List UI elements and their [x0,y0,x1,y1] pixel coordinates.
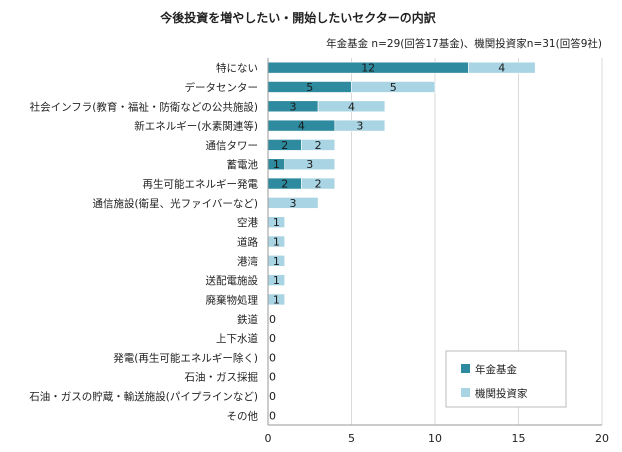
data-label: 2 [315,139,322,152]
category-label: 社会インフラ(教育・福祉・防衛などの公共施設) [30,100,258,113]
x-axis-ticks: 0 5 10 15 20 [265,432,610,445]
data-label: 1 [273,236,280,249]
x-tick-label: 10 [428,432,442,445]
category-label: 特にない [216,63,258,75]
bar-segment-institutional [351,81,436,93]
category-label: 送配電施設 [206,274,259,287]
data-label-zero: 0 [269,409,276,422]
category-label: 空港 [237,216,258,229]
bar-segment-institutional [301,139,336,151]
legend-box [445,350,567,408]
data-label: 2 [281,139,288,152]
data-label: 3 [290,197,297,210]
data-label: 1 [273,255,280,268]
legend-swatch-pension [461,364,470,373]
data-label: 4 [498,62,505,75]
data-label: 2 [315,178,322,191]
x-tick-label: 5 [348,432,355,445]
category-label: 石油・ガスの貯蔵・輸送施設(パイプラインなど) [29,390,258,403]
bar-segment-institutional [284,158,336,171]
data-label: 4 [348,100,355,113]
category-label: 道路 [237,236,258,249]
category-label: 通信施設(衛星、光ファイバーなど) [93,197,258,210]
data-label: 2 [281,178,288,191]
category-label: 新エネルギー(水素関連等) [134,120,258,133]
bar-segment-institutional [468,61,536,74]
data-label-zero: 0 [269,313,276,326]
data-label-zero: 0 [269,351,276,364]
data-label: 4 [298,120,305,133]
category-label: 再生可能エネルギー発電 [143,178,259,191]
data-label: 1 [273,274,280,287]
x-tick-label: 20 [595,432,609,445]
bar-segment-institutional [334,119,386,132]
data-label-zero: 0 [269,371,276,384]
data-label: 3 [306,158,313,171]
category-label: 蓄電池 [227,158,259,171]
legend-label-institutional: 機関投資家 [475,387,528,400]
chart-subtitle: 年金基金 n=29(回答17基金)、機関投資家n=31(回答9社) [326,37,602,50]
legend-swatch-institutional [461,388,470,397]
gridlines [351,58,603,425]
category-label: 発電(再生可能エネルギー除く) [113,351,258,364]
category-label: 廃棄物処理 [206,293,259,306]
bar-segment-institutional [317,100,386,113]
chart-title: 今後投資を増やしたい・開始したいセクターの内訳 [159,10,437,25]
category-label: 上下水道 [216,332,258,345]
bar-segment-institutional [301,177,336,190]
x-tick-label: 0 [265,432,272,445]
data-label: 1 [273,158,280,171]
data-label: 12 [361,62,375,75]
category-label: 鉄道 [237,313,258,326]
data-label: 3 [356,120,363,133]
category-label: 通信タワー [206,140,259,152]
data-label: 5 [306,81,313,94]
category-label: データセンター [185,81,259,94]
legend: 年金基金 機関投資家 [445,350,567,408]
data-label: 1 [273,216,280,229]
category-label: 石油・ガス採掘 [185,371,259,384]
data-label: 1 [273,293,280,306]
category-label: 港湾 [237,255,258,268]
category-label: その他 [227,409,259,422]
data-label: 3 [290,100,297,113]
data-label-zero: 0 [269,332,276,345]
legend-label-pension: 年金基金 [475,363,517,376]
x-tick-label: 15 [512,432,526,445]
data-label-zero: 0 [269,390,276,403]
data-label: 5 [390,81,397,94]
